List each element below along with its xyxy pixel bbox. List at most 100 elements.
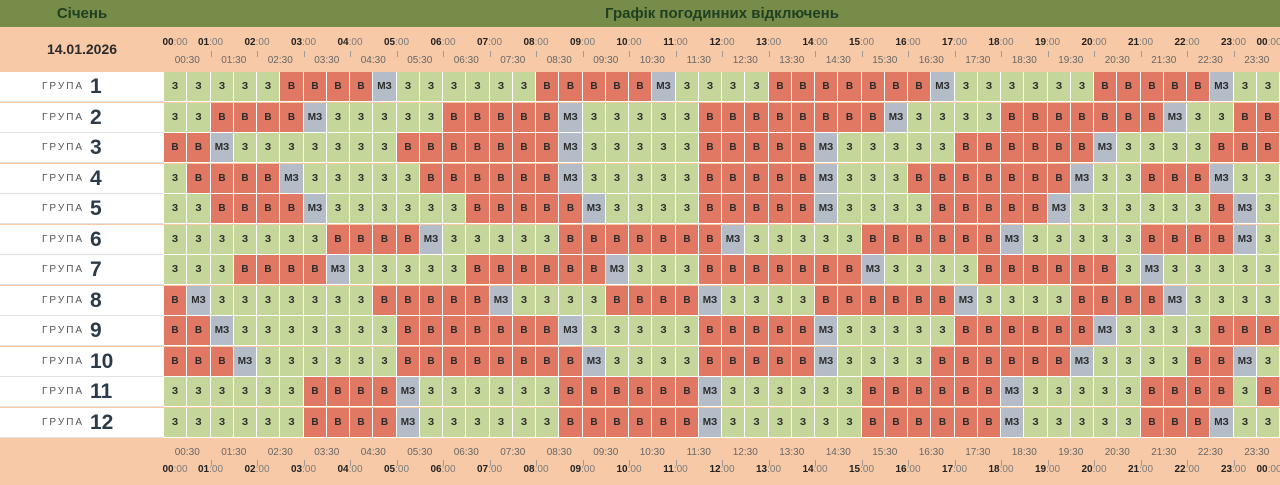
slot-cell: З [490, 377, 513, 407]
minute-value: :00 [581, 464, 596, 475]
slot-cell: МЗ [699, 377, 722, 407]
slot-cell: МЗ [606, 255, 629, 285]
slot-cell: З [1117, 377, 1141, 407]
slot-cell: В [164, 285, 187, 316]
group-label: ГРУПА 4 [0, 163, 164, 194]
slot-cell: В [1001, 316, 1024, 346]
slot-cell: З [1024, 407, 1048, 438]
half-hour-label: 19:30 [1058, 447, 1084, 458]
slot-cell: З [234, 377, 257, 407]
slot-cell: З [769, 407, 792, 438]
slot-cell: МЗ [885, 102, 908, 133]
slot-cell: В [1210, 377, 1234, 407]
slot-cell: МЗ [1210, 407, 1234, 438]
hour-tick [861, 460, 863, 466]
hour-tick [303, 460, 305, 466]
slot-cell: В [1210, 224, 1234, 255]
slot-cell: З [1234, 255, 1257, 285]
slot-cell: З [1257, 407, 1280, 438]
minute-value: :00 [1092, 37, 1107, 48]
slot-cell: З [1024, 377, 1048, 407]
slot-cell: З [1187, 133, 1210, 163]
minute-value: :00 [953, 464, 968, 475]
slot-cell: МЗ [304, 102, 327, 133]
hour-label: 12:00 [709, 37, 734, 48]
slot-cell: З [1210, 285, 1234, 316]
minute-value: :00 [767, 37, 782, 48]
half-hour-label: 20:30 [1104, 55, 1130, 66]
hour-value: 06 [430, 37, 442, 48]
slot-cell: В [862, 377, 885, 407]
hour-tick [536, 460, 537, 466]
hour-value: 18 [988, 37, 1000, 48]
slot-cell: В [792, 255, 815, 285]
slot-cell: З [187, 377, 211, 407]
slot-cell: В [629, 72, 652, 102]
slot-cell: В [490, 163, 513, 194]
slot-cell: З [629, 102, 652, 133]
slot-cell: З [304, 224, 327, 255]
slot-cell: З [234, 224, 257, 255]
slot-cell: З [1117, 163, 1141, 194]
hour-label: 13:00 [756, 464, 781, 475]
slot-cell: В [350, 72, 373, 102]
half-hour-label: 21:30 [1151, 447, 1177, 458]
half-hour-label: 23:30 [1244, 447, 1270, 458]
slot-cell: В [1257, 316, 1280, 346]
slot-cell: З [304, 163, 327, 194]
hour-value: 20 [1081, 37, 1093, 48]
slot-cell: В [1164, 72, 1187, 102]
slot-cell: В [722, 194, 745, 224]
slot-cell: З [908, 194, 931, 224]
slot-cell: В [513, 255, 536, 285]
slot-cell: З [862, 194, 885, 224]
hour-value: 08 [523, 464, 535, 475]
slot-cell: З [676, 102, 699, 133]
hour-tick [1001, 460, 1002, 466]
slot-cell: В [978, 224, 1001, 255]
hour-tick [303, 51, 305, 57]
slot-cell: З [327, 285, 350, 316]
slot-cell: В [862, 224, 885, 255]
slot-cell: МЗ [1234, 346, 1257, 377]
slot-cell: В [187, 316, 211, 346]
slot-cell: З [1094, 224, 1117, 255]
slot-cell: З [745, 377, 769, 407]
minute-value: :00 [209, 464, 224, 475]
group-label: ГРУПА 1 [0, 72, 164, 102]
slot-cell: З [629, 255, 652, 285]
hour-value: 19 [1034, 37, 1047, 48]
slot-cell: З [397, 163, 420, 194]
slot-cell: В [280, 194, 304, 224]
hour-tick [954, 51, 956, 57]
slot-cell: З [838, 346, 862, 377]
half-hour-label: 10:30 [639, 447, 665, 458]
slot-cell: З [257, 72, 280, 102]
hour-label: 02:00 [244, 464, 269, 475]
slot-cell: З [1048, 224, 1071, 255]
slot-cell: В [885, 407, 908, 438]
minute-value: :00 [255, 464, 270, 475]
hour-tick [1187, 460, 1188, 466]
hour-value: 22 [1174, 464, 1186, 475]
group-label: ГРУПА 8 [0, 285, 164, 316]
hour-label: 07:00 [477, 37, 502, 48]
slot-cell: В [257, 102, 280, 133]
slot-cell: В [373, 285, 397, 316]
half-hour-label: 00:30 [174, 55, 200, 66]
slot-cell: В [280, 72, 304, 102]
slot-cell: З [955, 72, 978, 102]
slot-cell: З [373, 133, 397, 163]
slot-cell: МЗ [1094, 133, 1117, 163]
month-label: Січень [56, 5, 108, 22]
hour-label: 07:00 [477, 464, 502, 475]
slot-cell: В [443, 316, 466, 346]
hour-value: 17 [941, 464, 954, 475]
slot-cell: В [1210, 316, 1234, 346]
hour-label: 22:00 [1174, 37, 1199, 48]
slot-cell: З [583, 102, 606, 133]
slot-cell: В [211, 194, 234, 224]
slot-cell: В [815, 285, 838, 316]
slot-cell: В [792, 194, 815, 224]
slot-cell: З [908, 316, 931, 346]
